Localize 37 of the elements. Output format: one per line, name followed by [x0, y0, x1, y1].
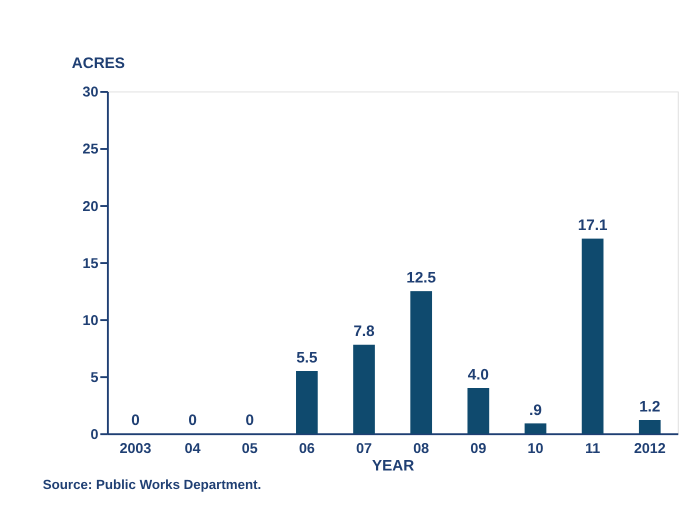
x-tick-label: 2003: [120, 441, 152, 458]
x-tick-label: 06: [298, 441, 315, 458]
data-label: 1.2: [639, 398, 660, 416]
x-tick-label: 05: [242, 441, 258, 458]
bar: [296, 370, 318, 434]
bar: [353, 344, 375, 434]
bar: [524, 423, 546, 434]
bar: [410, 291, 432, 434]
y-tick-label: 25: [82, 142, 98, 158]
data-label: 0: [188, 412, 197, 430]
x-axis-title: YEAR: [372, 457, 414, 474]
y-tick-label: 15: [82, 256, 98, 272]
data-label: 7.8: [353, 323, 375, 340]
y-tick-label: 30: [82, 84, 98, 101]
source-note: Source: Public Works Department.: [42, 476, 262, 492]
y-tick-label: 0: [90, 426, 98, 443]
data-label: 4.0: [468, 366, 489, 384]
x-tick-label: 07: [356, 441, 372, 458]
y-axis-title: ACRES: [72, 55, 125, 72]
bar: [467, 388, 490, 434]
y-tick-label: 20: [82, 198, 98, 215]
x-tick-label: 10: [528, 441, 544, 458]
data-label: 0: [246, 412, 254, 430]
data-label: 12.5: [406, 270, 437, 287]
y-tick-label: 10: [82, 312, 98, 329]
bar: [582, 238, 604, 434]
x-tick-label: 2012: [634, 441, 666, 458]
data-label: 5.5: [296, 349, 318, 366]
x-tick-label: 11: [585, 441, 600, 458]
data-label: .9: [529, 402, 542, 419]
y-tick-label: 5: [90, 370, 98, 386]
x-tick-label: 04: [184, 441, 201, 458]
data-label: 0: [131, 412, 140, 430]
x-tick-label: 08: [413, 441, 430, 458]
bar: [638, 420, 661, 434]
x-tick-label: 09: [470, 441, 486, 458]
data-label: 17.1: [578, 217, 608, 234]
